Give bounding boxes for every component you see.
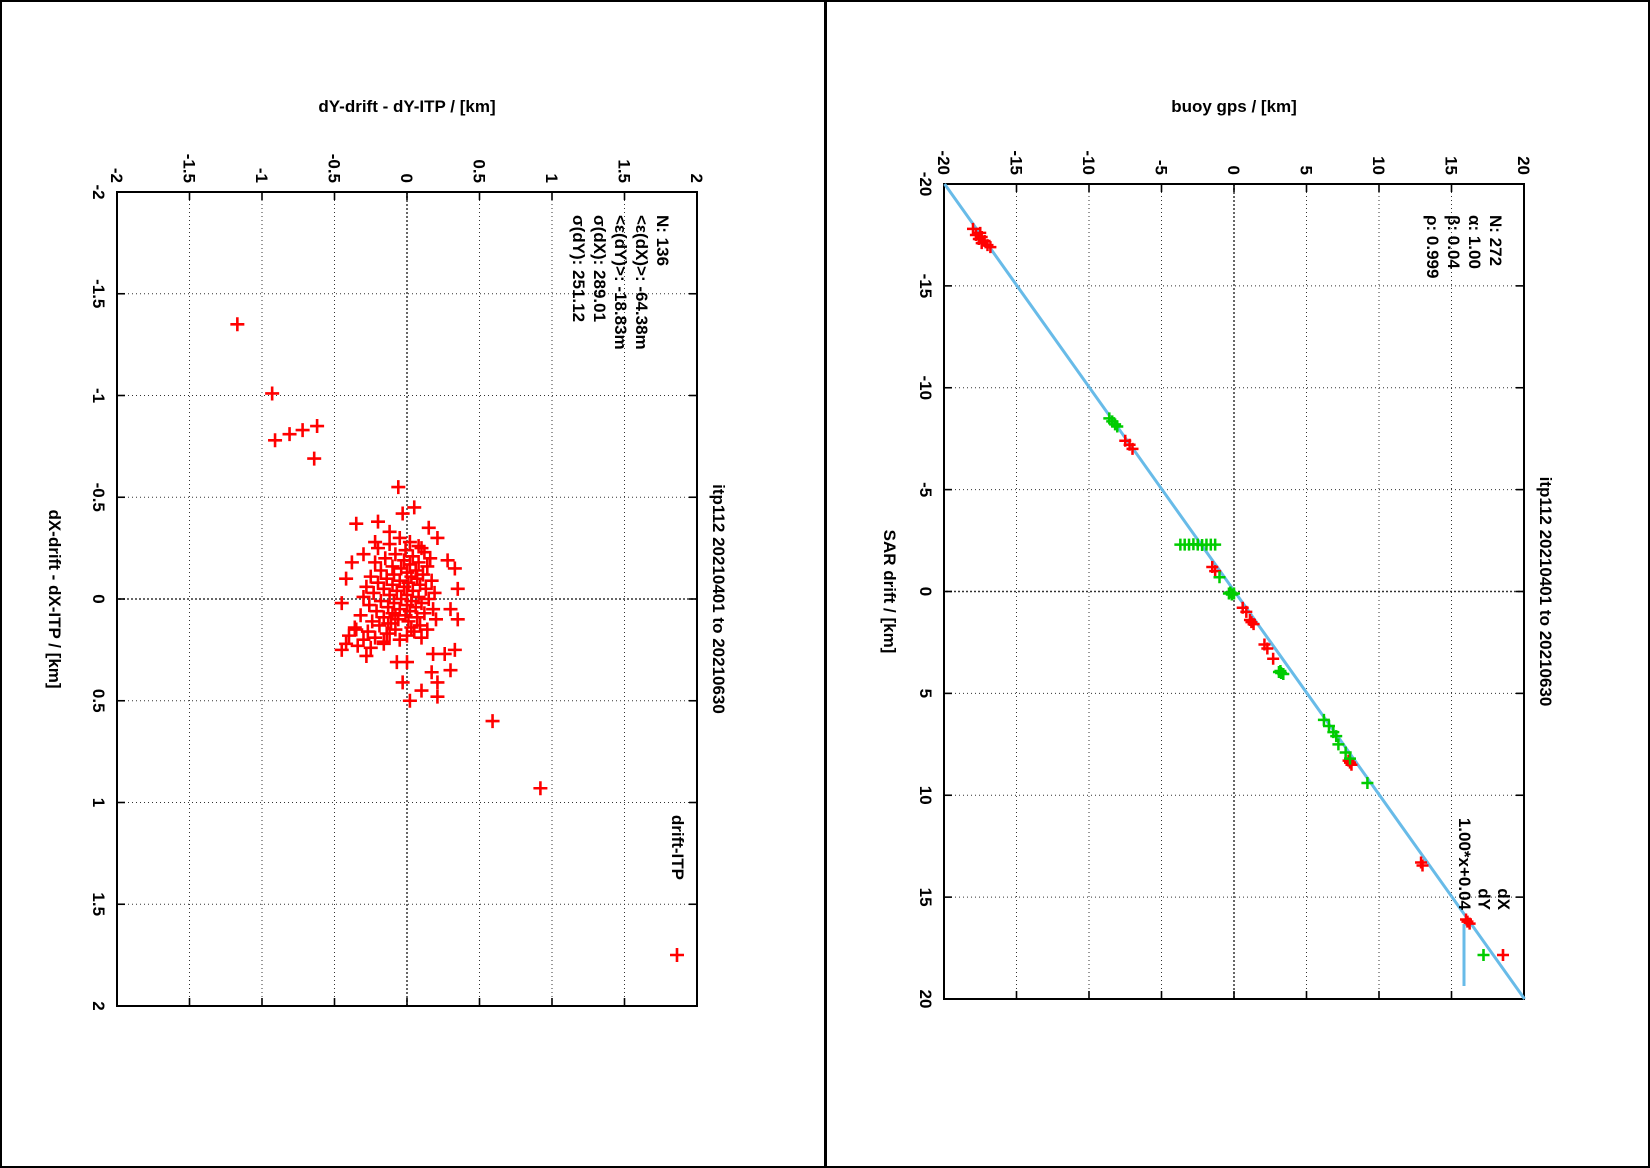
x-tick-label: -15: [916, 274, 935, 299]
x-tick-label: 15: [916, 888, 935, 907]
y-tick-label: 0: [1224, 166, 1243, 175]
y-tick-label: -15: [1007, 150, 1026, 175]
legend-label: dX: [1494, 888, 1513, 910]
stats-line: N: 136: [653, 215, 672, 266]
y-tick-label: 10: [1369, 156, 1388, 175]
y-tick-label: -2: [107, 168, 126, 183]
y-tick-label: -10: [1079, 150, 1098, 175]
chart-title: itp112 20210401 to 20210630: [1536, 477, 1555, 707]
x-axis-label: SAR drift / [km]: [880, 530, 899, 654]
x-tick-label: -5: [916, 482, 935, 497]
y-tick-label: -1: [252, 168, 271, 183]
x-tick-label: 0.5: [89, 689, 108, 713]
y-tick-label: -0.5: [325, 154, 344, 183]
scatter-points-drift-ITP: [230, 317, 548, 796]
y-tick-label: 1: [542, 174, 561, 183]
y-tick-label: 20: [1514, 156, 1533, 175]
left-rotated-chart-container: -2 -1.5 -1 -0.5 0 0.5 1 1.5 2 -2 -1.5 -1 -0.5 0 0.5 1 1.…: [45, 97, 728, 1011]
stats-line: <ε(dY)>: -18.83m: [611, 215, 630, 350]
legend: drift-ITP: [668, 815, 687, 962]
y-tick-label: 15: [1442, 156, 1461, 175]
x-tick-label: -10: [916, 375, 935, 400]
x-tick-label: -1: [89, 388, 108, 403]
chart-title: itp112 20210401 to 20210630: [709, 484, 728, 714]
x-tick-label: 1.5: [89, 892, 108, 916]
x-tick-label: 2: [89, 1001, 108, 1010]
stats-line: σ(dX): 289.01: [590, 215, 609, 322]
plot-border: [116, 191, 698, 1007]
x-tick-label: 1: [89, 798, 108, 807]
x-tick-label: -2: [89, 184, 108, 199]
x-axis-label: dX-drift - dX-ITP / [km]: [45, 509, 64, 688]
x-tick-label: 0: [89, 594, 108, 603]
x-tick-label: 10: [916, 786, 935, 805]
y-tick-label: 0: [397, 174, 416, 183]
legend-marker-plus: [670, 948, 684, 962]
y-axis-label: dY-drift - dY-ITP / [km]: [318, 97, 495, 116]
x-tick-label: -1.5: [89, 279, 108, 308]
y-tick-label: 2: [687, 174, 706, 183]
legend-label: 1.00*x+0.04: [1455, 818, 1474, 911]
sar-vs-buoy-chart: -20 -15 -10 -5 0 5 10 15 20 -20 -15 -10 -5 0 5 10 15 20 it…: [880, 97, 1555, 1008]
stats-line: β: 0.04: [1444, 215, 1463, 269]
stats-label: N: 136<ε(dX)>: -64.38m<ε(dY)>: -18.83mσ(…: [569, 215, 672, 350]
y-tick-label: 1.5: [615, 159, 634, 183]
tick-labels: -20 -15 -10 -5 0 5 10 15 20 -20 -15 -10 -5 0 5 10 15 20: [916, 150, 1533, 1008]
right-rotated-chart-container: -20 -15 -10 -5 0 5 10 15 20 -20 -15 -10 -5 0 5 10 15 20 it…: [825, 0, 1650, 1168]
tick-labels: -2 -1.5 -1 -0.5 0 0.5 1 1.5 2 -2 -1.5 -1 -0.5 0 0.5 1 1.…: [89, 154, 706, 1011]
x-tick-label: 0: [916, 587, 935, 596]
stats-line: α: 1.00: [1465, 215, 1484, 269]
page-divider: [824, 0, 827, 1168]
y-tick-label: 0.5: [470, 159, 489, 183]
x-tick-label: -0.5: [89, 483, 108, 512]
scatter-points-dY: [1103, 412, 1374, 790]
x-tick-label: 5: [916, 689, 935, 698]
x-tick-label: -20: [916, 172, 935, 197]
x-tick-label: 20: [916, 990, 935, 1009]
y-axis-label: buoy gps / [km]: [1171, 97, 1297, 116]
drift-error-scatter-chart: -2 -1.5 -1 -0.5 0 0.5 1 1.5 2 -2 -1.5 -1 -0.5 0 0.5 1 1.…: [45, 97, 728, 1011]
y-tick-label: -1.5: [180, 154, 199, 183]
y-tick-label: 5: [1297, 166, 1316, 175]
stats-line: ρ: 0.999: [1423, 215, 1442, 278]
y-tick-label: -20: [934, 150, 953, 175]
stats-line: N: 272: [1486, 215, 1505, 266]
legend-marker-plus: [1497, 949, 1509, 961]
legend-marker-plus: [1477, 949, 1490, 961]
legend-label: dY: [1475, 888, 1494, 910]
stats-line: <ε(dX)>: -64.38m: [632, 215, 651, 350]
plot-border: [943, 183, 1525, 1000]
y-tick-label: -5: [1152, 160, 1171, 175]
stats-line: σ(dY): 251.12: [569, 215, 588, 322]
legend-label: drift-ITP: [668, 815, 687, 880]
